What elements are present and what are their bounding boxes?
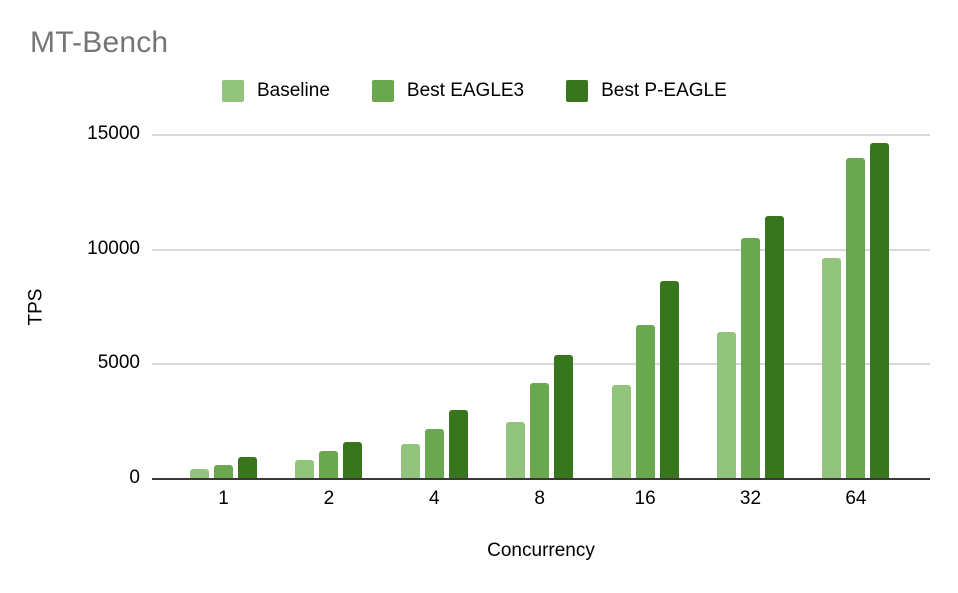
- x-tick-label-1: 1: [218, 488, 229, 509]
- x-tick-label-16: 16: [634, 488, 656, 509]
- bar-best-eagle3-c64: [846, 158, 866, 479]
- y-axis-title: TPS: [25, 288, 47, 326]
- legend-label-baseline: Baseline: [257, 80, 330, 101]
- bar-baseline-c2: [295, 459, 315, 479]
- bar-best-eagle3-c32: [741, 237, 760, 479]
- chart-title: MT-Bench: [30, 26, 169, 59]
- legend-item-baseline: Baseline: [222, 80, 330, 102]
- bar-baseline-c64: [822, 258, 842, 479]
- bar-best-eagle3-c8: [530, 383, 550, 479]
- bar-best-eagle3-c2: [319, 451, 339, 479]
- x-tick-label-64: 64: [845, 488, 867, 509]
- bar-baseline-c4: [400, 444, 420, 479]
- bar-best-eagle3-c1: [214, 464, 233, 479]
- legend-item-best-eagle3: Best EAGLE3: [371, 80, 525, 102]
- legend-label-best-eagle3: Best EAGLE3: [406, 80, 525, 101]
- y-tick-label-5000: 5000: [97, 352, 140, 374]
- x-tick-label-8: 8: [534, 488, 545, 509]
- bar-best-p-eagle-c2: [343, 442, 363, 479]
- bar-baseline-c1: [190, 469, 209, 479]
- bar-baseline-c16: [611, 384, 631, 479]
- x-tick-label-2: 2: [323, 488, 335, 509]
- bar-baseline-c8: [506, 422, 526, 479]
- bar-best-p-eagle-c32: [765, 216, 784, 479]
- legend-label-best-p-eagle: Best P-EAGLE: [601, 80, 727, 101]
- gridline-15000: [152, 134, 930, 136]
- bar-baseline-c32: [717, 331, 736, 479]
- legend-swatch-baseline: [222, 80, 244, 102]
- x-tick-label-32: 32: [739, 488, 762, 509]
- x-tick-label-4: 4: [429, 488, 440, 509]
- gridline-10000: [152, 248, 930, 251]
- y-tick-label-0: 0: [129, 467, 140, 488]
- bar-best-eagle3-c4: [424, 428, 444, 479]
- legend-item-best-p-eagle: Best P-EAGLE: [566, 80, 727, 102]
- legend-swatch-best-p-eagle: [566, 80, 589, 102]
- bar-best-p-eagle-c4: [448, 409, 468, 479]
- bar-best-eagle3-c16: [635, 325, 655, 479]
- bar-best-p-eagle-c16: [659, 281, 679, 479]
- plot-area: [152, 134, 930, 480]
- gridline-5000: [152, 363, 930, 366]
- y-tick-label-10000: 10000: [87, 237, 140, 259]
- bar-best-p-eagle-c64: [870, 142, 890, 479]
- x-axis-line: [152, 478, 930, 480]
- y-tick-label-15000: 15000: [87, 123, 140, 144]
- bar-best-p-eagle-c8: [554, 355, 574, 479]
- legend: Baseline Best EAGLE3 Best P-EAGLE: [222, 80, 727, 102]
- legend-swatch-best-eagle3: [371, 80, 394, 102]
- x-axis-title: Concurrency: [487, 540, 595, 561]
- bar-best-p-eagle-c1: [238, 457, 257, 479]
